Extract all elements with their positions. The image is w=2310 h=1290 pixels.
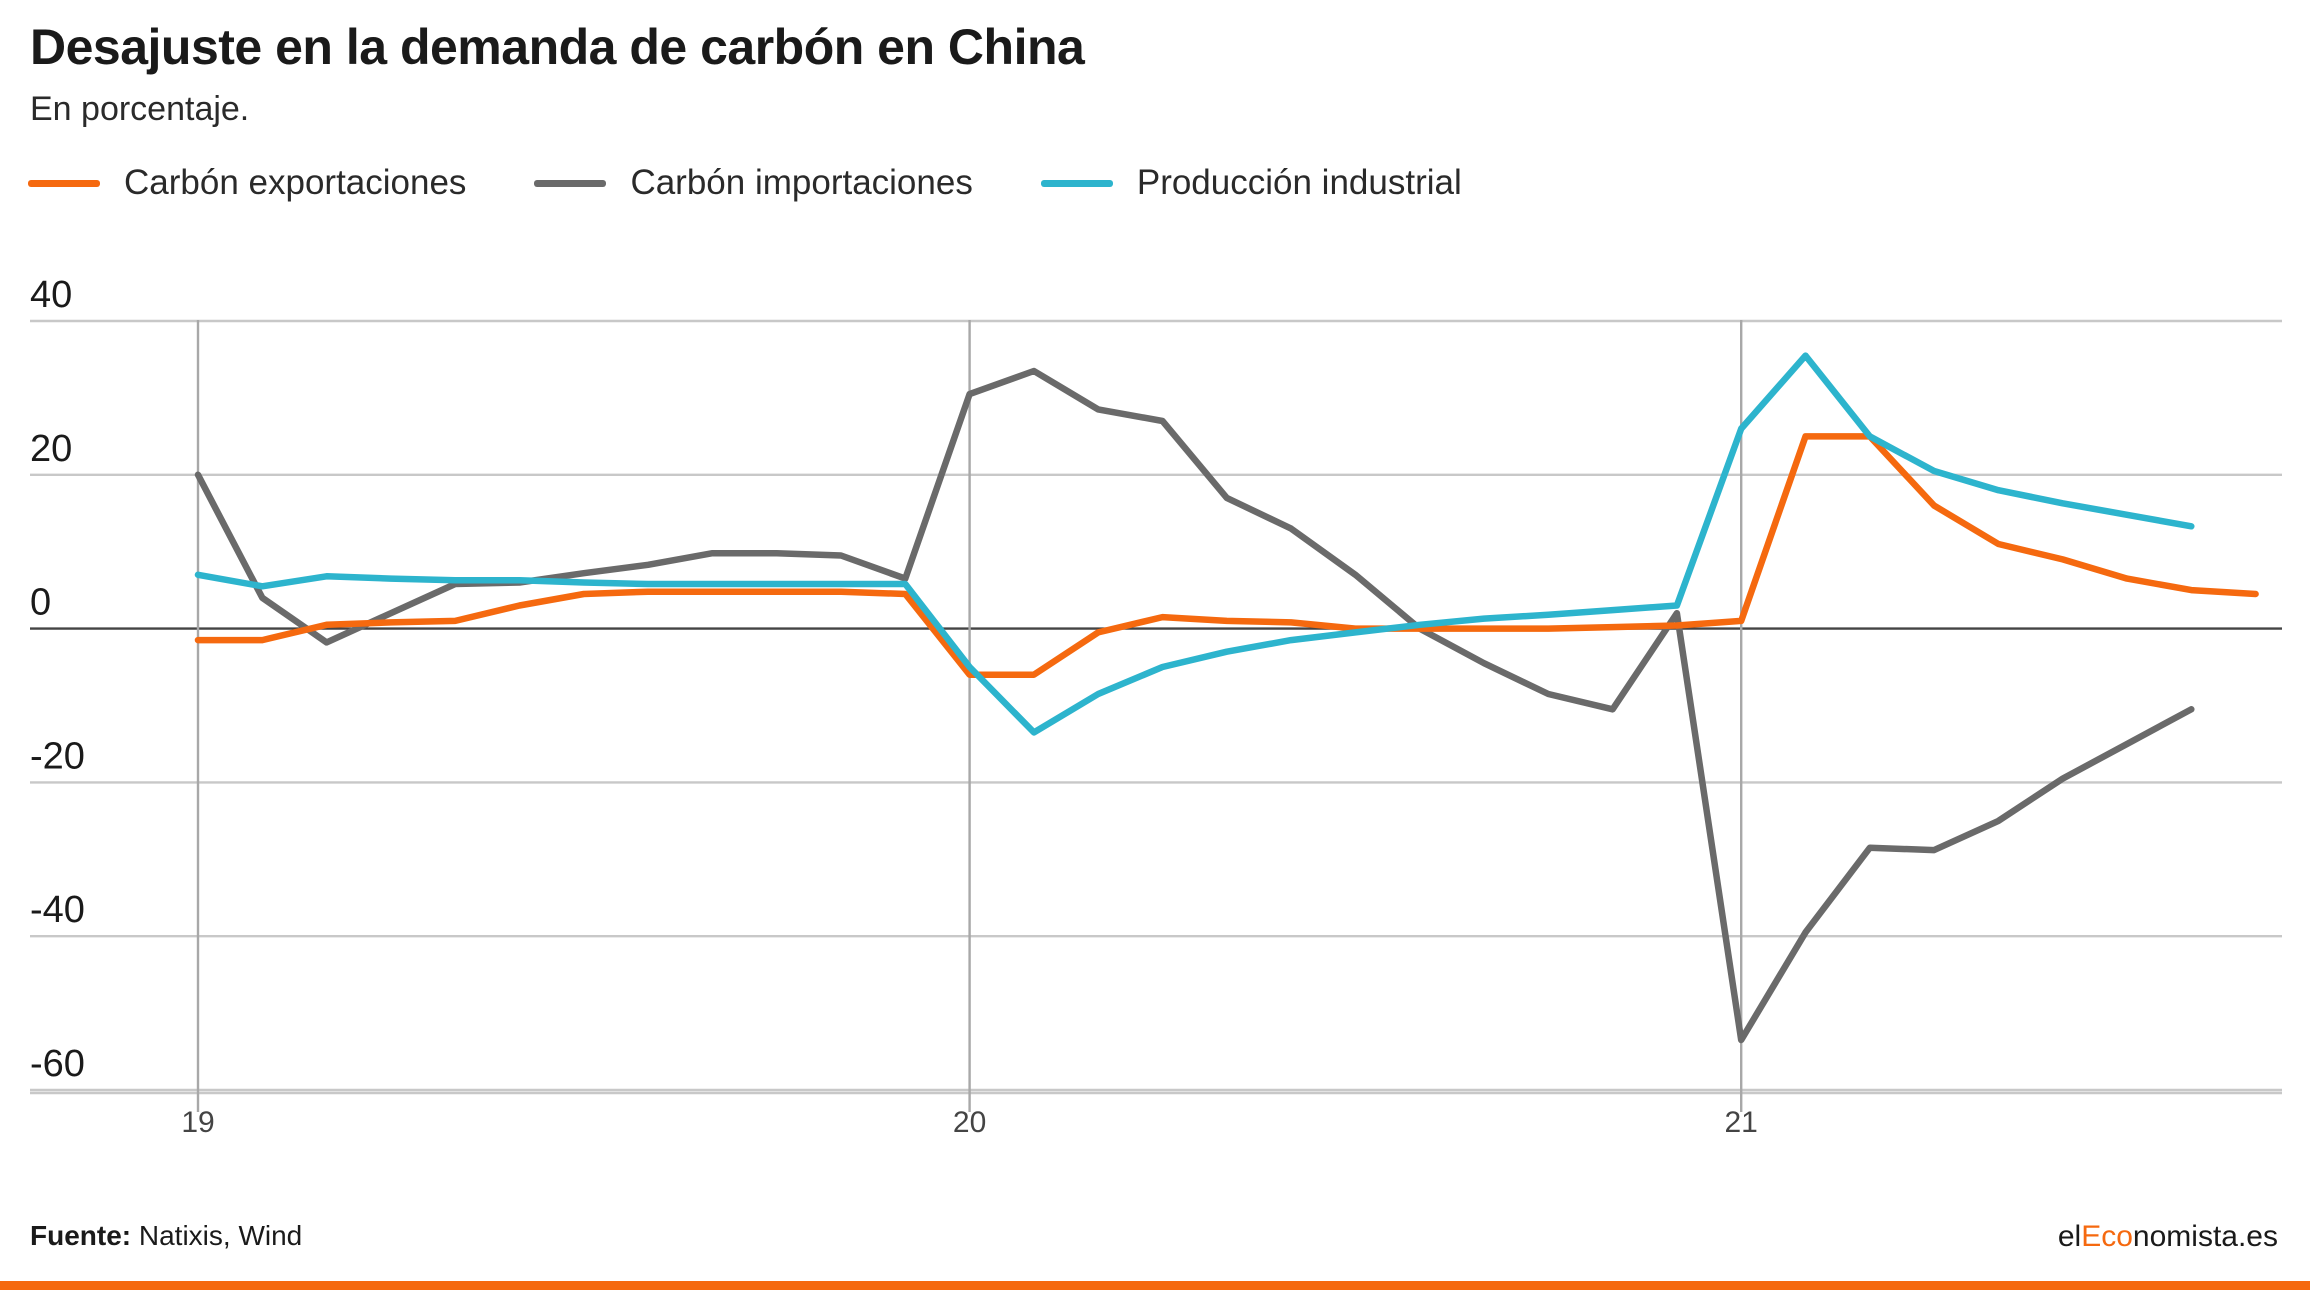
y-tick-label: -20 [30,735,85,777]
series-line-1 [194,367,2195,1044]
legend-item-importaciones: Carbón importaciones [534,163,973,203]
source-text: Natixis, Wind [131,1220,303,1251]
legend-swatch-exportaciones [28,179,100,187]
line-chart: 40 20 0 -20 -40 -60 19 20 21 [30,274,2282,1139]
x-tick-label: 21 [1725,1106,1758,1139]
accent-bar [0,1281,2310,1290]
legend-label-importaciones: Carbón importaciones [630,163,973,202]
y-tick-label: -60 [30,1043,85,1085]
legend-item-exportaciones: Carbón exportaciones [28,163,466,203]
series-line-2 [194,352,2195,736]
legend-label-produccion: Producción industrial [1136,163,1462,202]
series-layer [194,352,2259,1044]
source-label: Fuente: [30,1220,132,1251]
brand-part-1: el [2057,1220,2082,1253]
brand-part-3: nomista.es [2132,1220,2278,1253]
chart-legend: Carbón exportaciones Carbón importacione… [28,158,1530,208]
chart-title: Desajuste en la demanda de carbón en Chi… [30,19,1085,75]
series-line-0 [194,433,2259,678]
legend-swatch-importaciones [534,179,607,187]
source-note: Fuente: Natixis, Wind [30,1220,302,1252]
y-tick-label: 20 [30,428,72,470]
legend-label-exportaciones: Carbón exportaciones [124,163,467,202]
brand-logo: elEconomista.es [2058,1220,2278,1254]
chart-subtitle: En porcentaje. [30,90,250,128]
x-tick-label: 19 [181,1106,214,1139]
y-tick-label: 40 [30,274,72,316]
label-layer: 40 20 0 -20 -40 -60 19 20 21 [30,274,1758,1139]
x-tick-label: 20 [953,1106,986,1139]
y-tick-label: 0 [30,582,51,624]
grid-layer [30,319,2282,1112]
legend-swatch-produccion [1040,179,1113,187]
legend-item-produccion: Producción industrial [1040,163,1462,203]
brand-part-2: Eco [2081,1220,2133,1253]
y-tick-label: -40 [30,889,85,931]
